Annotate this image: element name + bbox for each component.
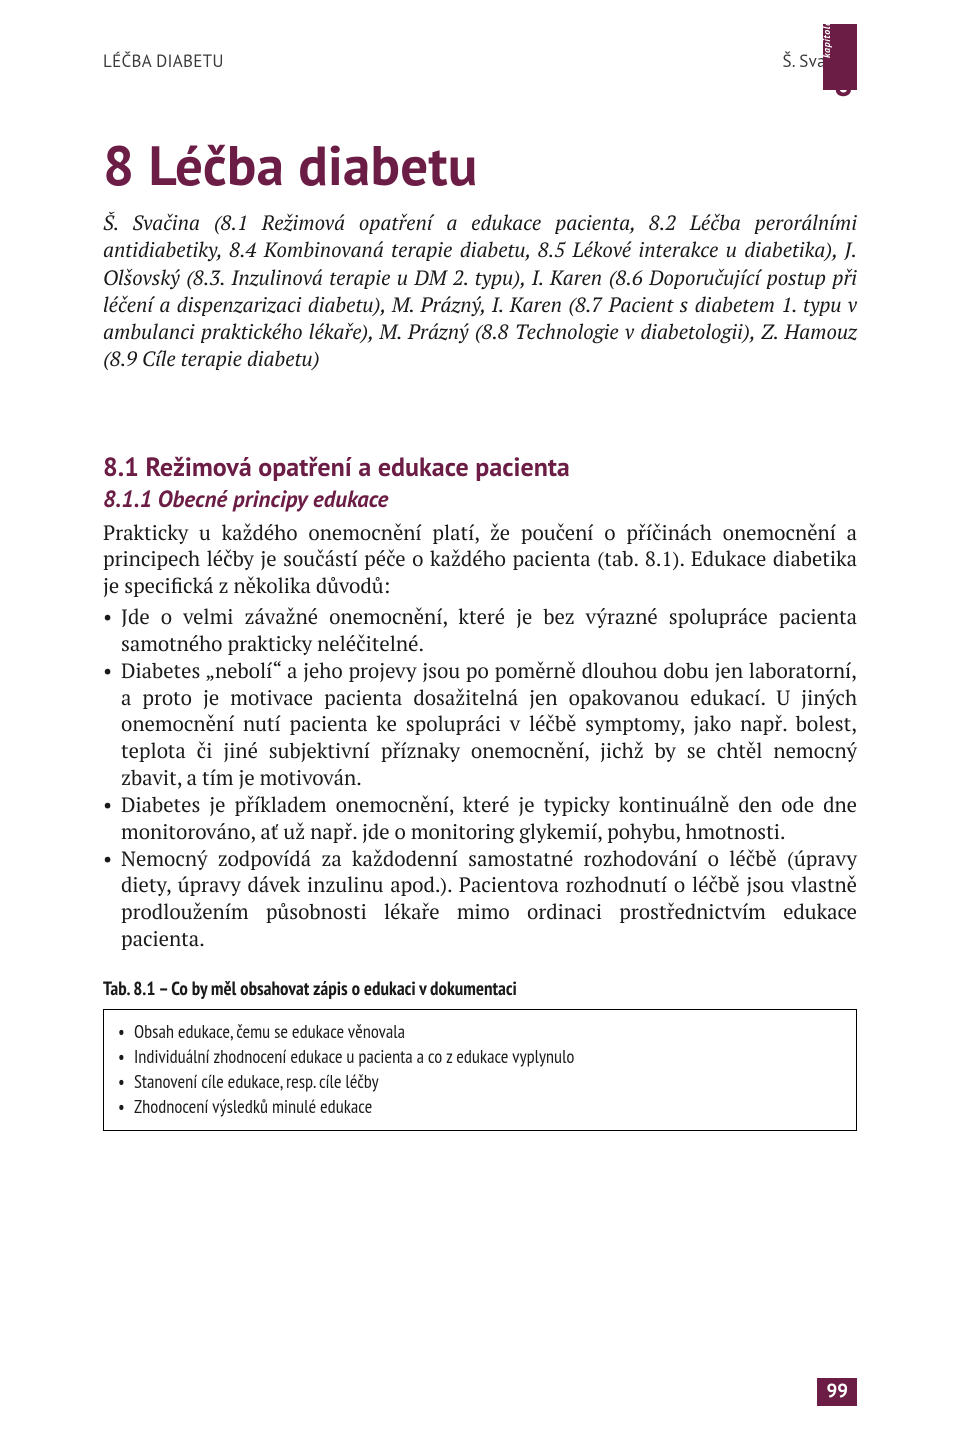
chapter-badge-label: kapitola bbox=[820, 20, 833, 58]
list-item: Diabetes „nebolí“ a jeho projevy jsou po… bbox=[103, 658, 857, 792]
list-item: Jde o velmi závažné onemocnění, které je… bbox=[103, 604, 857, 658]
running-head: LÉČBA DIABETU Š. Svačina bbox=[103, 50, 857, 72]
page: LÉČBA DIABETU Š. Svačina kapitola 8 8 Lé… bbox=[0, 0, 960, 1430]
chapter-title: 8 Léčba diabetu bbox=[103, 130, 857, 201]
table-caption: Tab. 8.1 – Co by měl obsahovat zápis o e… bbox=[103, 977, 857, 1001]
page-number: 99 bbox=[817, 1378, 857, 1406]
running-head-left: LÉČBA DIABETU bbox=[103, 50, 224, 72]
chapter-badge: kapitola 8 bbox=[823, 24, 857, 90]
table-row: Individuální zhodnocení edukace u pacien… bbox=[118, 1045, 842, 1070]
table-box: Obsah edukace, čemu se edukace věnovala … bbox=[103, 1009, 857, 1131]
section-intro: Prakticky u každého onemocnění platí, že… bbox=[103, 520, 857, 601]
chapter-badge-number: 8 bbox=[834, 62, 853, 106]
table-row: Zhodnocení výsledků minulé edukace bbox=[118, 1095, 842, 1120]
authors-block: Š. Svačina (8.1 Režimová opatření a eduk… bbox=[103, 209, 857, 373]
bullet-list: Jde o velmi závažné onemocnění, které je… bbox=[103, 604, 857, 953]
table-row: Obsah edukace, čemu se edukace věnovala bbox=[118, 1020, 842, 1045]
section-heading: 8.1 Režimová opatření a edukace pacienta bbox=[103, 451, 857, 484]
table-row: Stanovení cíle edukace, resp. cíle léčby bbox=[118, 1070, 842, 1095]
list-item: Diabetes je příkladem onemocnění, které … bbox=[103, 792, 857, 846]
subsection-heading: 8.1.1 Obecné principy edukace bbox=[103, 485, 857, 514]
list-item: Nemocný zodpovídá za každodenní samostat… bbox=[103, 846, 857, 953]
